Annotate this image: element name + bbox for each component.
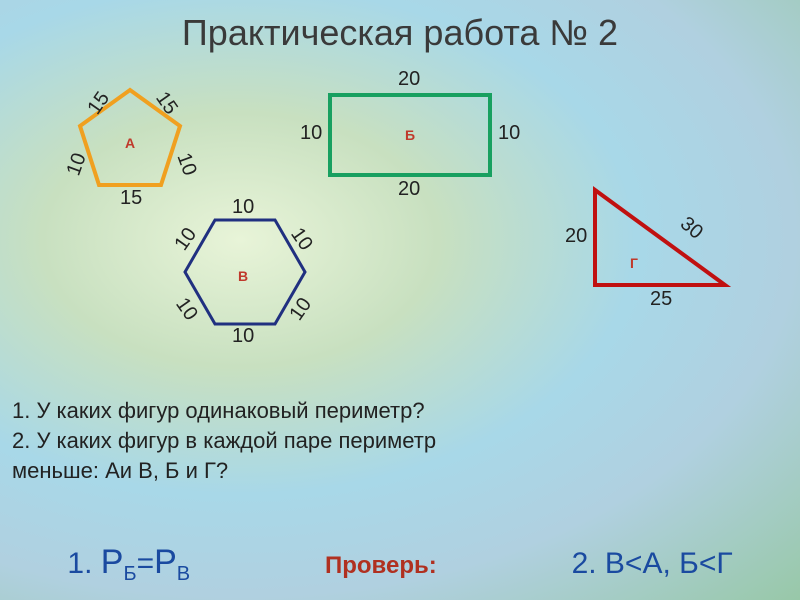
hexagon-letter: В: [238, 268, 248, 284]
triangle-polygon: [595, 190, 725, 285]
rect-side-right: 10: [498, 122, 520, 145]
answer-2: 2. В<А, Б<Г: [572, 547, 733, 581]
slide: Практическая работа № 2 А 15 15 10 10 15…: [0, 0, 800, 600]
rectangle-letter: Б: [405, 127, 415, 143]
a1-sub1: Б: [123, 563, 136, 585]
tri-side-left: 20: [565, 225, 587, 248]
question-2b: меньше: Аи В, Б и Г?: [12, 458, 228, 484]
rect-side-left: 10: [300, 122, 322, 145]
a1-sub2: В: [177, 563, 190, 585]
pentagon-letter: А: [125, 135, 135, 151]
rect-side-bottom: 20: [398, 178, 420, 201]
rect-side-top: 20: [398, 68, 420, 91]
a1-P1: Р: [101, 543, 124, 581]
answer-row: 1. РБ=РВ Проверь: 2. В<А, Б<Г: [0, 543, 800, 586]
triangle-letter: Г: [630, 255, 638, 271]
a1-P2: Р: [154, 543, 177, 581]
triangle-shape: [595, 190, 730, 290]
a1-prefix: 1.: [67, 547, 100, 580]
check-label: Проверь:: [325, 552, 437, 580]
a1-eq: =: [137, 547, 155, 580]
page-title: Практическая работа № 2: [0, 12, 800, 54]
question-1: 1. У каких фигур одинаковый периметр?: [12, 398, 425, 424]
pentagon-side-bottom: 15: [120, 187, 142, 210]
question-2a: 2. У каких фигур в каждой паре периметр: [12, 428, 436, 454]
tri-side-bottom: 25: [650, 288, 672, 311]
hex-side-t: 10: [232, 196, 254, 219]
hex-side-b: 10: [232, 325, 254, 348]
answer-1: 1. РБ=РВ: [67, 543, 190, 586]
